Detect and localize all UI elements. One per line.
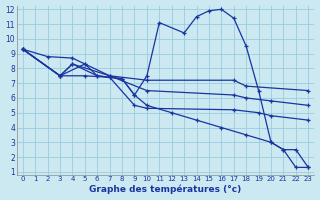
X-axis label: Graphe des températures (°c): Graphe des températures (°c) <box>89 185 242 194</box>
